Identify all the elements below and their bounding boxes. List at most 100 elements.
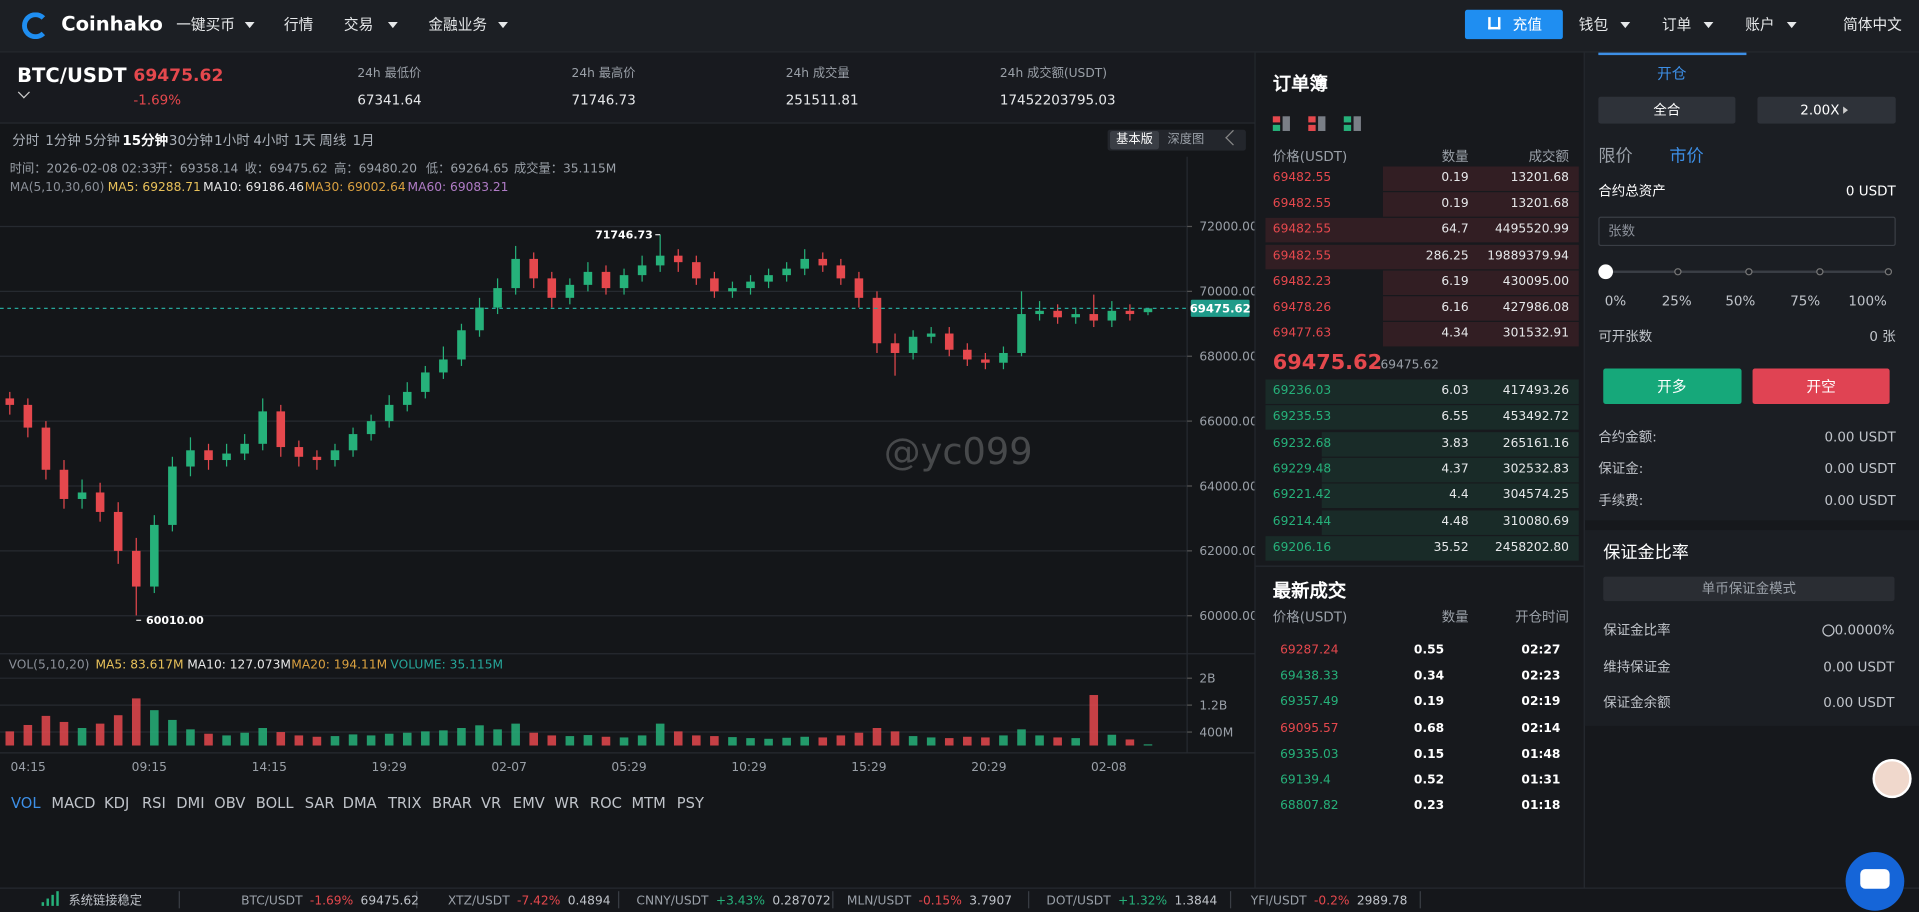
layout-icon[interactable] [1272, 116, 1281, 123]
indicator-tab[interactable]: MACD [51, 794, 96, 812]
indicator-tab[interactable]: WR [554, 794, 580, 812]
language[interactable]: 简体中文 [1843, 15, 1902, 34]
volume-bar [348, 734, 358, 746]
leverage-label[interactable]: 2.00X [1800, 102, 1840, 119]
long-label[interactable]: 开多 [1657, 378, 1687, 396]
footer-ticker[interactable]: YFI/USDT -0.2% 2989.78 [1251, 895, 1408, 908]
leverage-button[interactable] [1757, 96, 1896, 124]
period-tab[interactable]: 1月 [352, 132, 375, 149]
ask-price[interactable]: 69482.23 [1272, 275, 1332, 289]
layout-icon[interactable] [1343, 124, 1352, 131]
indicator-tab[interactable]: MTM [631, 794, 666, 812]
nav-item[interactable]: 订单 [1661, 15, 1692, 34]
ask-price[interactable]: 69477.63 [1272, 327, 1332, 341]
slider-dot [1816, 268, 1824, 276]
indicator-tab[interactable]: VOL [11, 794, 41, 812]
period-tab[interactable]: 4小时 [253, 132, 289, 149]
separator [178, 891, 180, 909]
nav-item[interactable]: 行情 [283, 15, 314, 34]
indicator-tab[interactable]: KDJ [104, 794, 130, 812]
view-tab[interactable]: 基本版 [1116, 133, 1153, 147]
indicator-tab[interactable]: DMI [176, 794, 205, 812]
indicator-tab[interactable]: PSY [676, 794, 704, 812]
indicator-tab[interactable]: OBV [214, 794, 246, 812]
indicator-tab[interactable]: DMA [342, 794, 377, 812]
indicator-tab[interactable]: EMV [512, 794, 545, 812]
layout-icon[interactable] [1308, 124, 1316, 131]
bid-price[interactable]: 69236.03 [1272, 384, 1332, 398]
input-placeholder[interactable]: 张数 [1608, 223, 1636, 240]
ask-price[interactable]: 69482.55 [1272, 249, 1332, 263]
footer-ticker[interactable]: BTC/USDT -1.69% 69475.62 [241, 895, 419, 908]
period-tab[interactable]: 1小时 [214, 132, 250, 149]
trade-price: 68807.82 [1280, 799, 1339, 814]
vol-legend: MA20: 194.11M [291, 658, 388, 673]
indicator-tab[interactable]: BRAR [432, 794, 472, 812]
x-tick-label: 02-08 [1091, 760, 1127, 774]
margin-mode-box[interactable] [1603, 576, 1895, 602]
period-tab[interactable]: 分时 [12, 132, 40, 149]
volume-bar [655, 723, 665, 746]
bid-price[interactable]: 69229.48 [1272, 462, 1332, 477]
ask-total: 13201.68 [1510, 171, 1569, 185]
assistant-avatar[interactable] [1872, 758, 1912, 799]
period-tab[interactable]: 5分钟 [84, 132, 120, 149]
ask-price[interactable]: 69482.55 [1272, 171, 1332, 185]
candle-body [5, 398, 15, 405]
indicator-tab[interactable]: ROC [589, 794, 622, 812]
long-button[interactable] [1603, 368, 1742, 404]
period-tab[interactable]: 15分钟 [122, 132, 169, 149]
ask-price[interactable]: 69482.55 [1272, 197, 1332, 211]
nav-item[interactable]: 一键买币 [176, 15, 235, 34]
last-price-label: 69475.62 [1190, 302, 1251, 316]
period-tab[interactable]: 1天 [293, 132, 316, 149]
slider-handle[interactable] [1598, 264, 1614, 280]
footer-ticker[interactable]: DOT/USDT +1.32% 1.3844 [1046, 895, 1217, 908]
ask-price[interactable]: 69482.55 [1272, 223, 1332, 237]
y-tick-label: 66000.00 [1199, 414, 1254, 428]
margin-mode[interactable]: 单币保证金模式 [1701, 580, 1796, 597]
indicator-tab[interactable]: VR [480, 794, 502, 812]
deposit-label[interactable]: 充值 [1512, 15, 1543, 34]
pair[interactable]: BTC/USDT [17, 63, 127, 87]
layout-icon[interactable] [1272, 124, 1281, 131]
footer-ticker[interactable]: MLN/USDT -0.15% 3.7907 [847, 895, 1012, 908]
layout-icon[interactable] [1308, 116, 1316, 123]
form-tab[interactable]: 开仓 [1657, 64, 1687, 83]
period-tab[interactable]: 周线 [319, 132, 347, 149]
bid-price[interactable]: 69206.16 [1272, 540, 1332, 555]
indicator-tab[interactable]: RSI [141, 794, 166, 812]
order-type[interactable]: 限价 [1598, 146, 1633, 167]
layout-icon[interactable] [1282, 116, 1290, 131]
layout-icon[interactable] [1343, 116, 1352, 123]
candle-body [800, 258, 809, 269]
period-tab[interactable]: 1分钟 [45, 132, 81, 149]
short-label[interactable]: 开空 [1806, 378, 1836, 396]
margin-mode-label[interactable]: 全合 [1653, 102, 1681, 119]
ask-price[interactable]: 69478.26 [1272, 301, 1332, 315]
bid-price[interactable]: 69214.44 [1272, 514, 1332, 529]
short-button[interactable] [1752, 368, 1890, 404]
order-type[interactable]: 市价 [1669, 146, 1704, 167]
indicator-tab[interactable]: TRIX [387, 794, 422, 812]
margin-mode-button[interactable] [1598, 96, 1736, 124]
layout-icon[interactable] [1353, 116, 1361, 131]
deposit-button[interactable] [1464, 9, 1563, 40]
bid-price[interactable]: 69232.68 [1272, 436, 1332, 450]
footer-ticker[interactable]: XTZ/USDT -7.42% 0.4894 [448, 895, 611, 908]
indicator-tab[interactable]: SAR [304, 794, 335, 812]
nav-item[interactable]: 账户 [1745, 15, 1775, 34]
layout-icon[interactable] [1318, 116, 1326, 131]
volume-bar [999, 735, 1008, 746]
volume-bar [836, 735, 846, 746]
footer-ticker[interactable]: CNNY/USDT +3.43% 0.287072 [636, 895, 830, 908]
bid-price[interactable]: 69221.42 [1272, 488, 1332, 503]
bid-price[interactable]: 69235.53 [1272, 410, 1332, 424]
nav-item[interactable]: 交易 [343, 15, 374, 34]
indicator-tab[interactable]: BOLL [255, 794, 294, 812]
nav-item[interactable]: 金融业务 [428, 15, 488, 34]
amount-input[interactable] [1598, 216, 1896, 247]
view-tab[interactable]: 深度图 [1167, 133, 1205, 147]
period-tab[interactable]: 30分钟 [168, 132, 213, 149]
nav-item[interactable]: 钱包 [1578, 15, 1609, 34]
